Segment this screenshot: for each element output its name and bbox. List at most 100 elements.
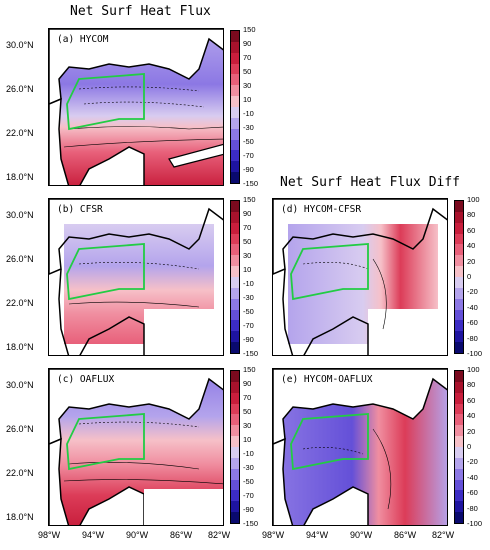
colorbar-segment	[455, 403, 463, 415]
colorbar-segment	[231, 479, 239, 491]
colorbar-segment	[231, 414, 239, 426]
land-yucatan	[303, 486, 369, 525]
colorbar-tick-label: -50	[243, 477, 254, 486]
colorbar-tick-label: 10	[243, 95, 252, 104]
land-west	[49, 437, 70, 525]
colorbar-tick-label: 150	[243, 365, 256, 374]
colorbar-segment	[231, 501, 239, 513]
box-outline	[290, 413, 369, 471]
colorbar-tick-label: 90	[243, 379, 252, 388]
colorbar-tick-label: -90	[243, 165, 254, 174]
panel-a: (a) HYCOM	[48, 28, 224, 186]
colorbar-tick-label: 150	[243, 195, 256, 204]
colorbar-segment	[455, 331, 463, 343]
colorbar-segment	[231, 128, 239, 140]
colorbar-segment	[231, 85, 239, 97]
colorbar-segment	[455, 501, 463, 513]
lat-label: 30.0°N	[6, 40, 34, 50]
colorbar-segment	[455, 201, 463, 212]
colorbar-segment	[231, 139, 239, 151]
colorbar-tick-label: -50	[243, 137, 254, 146]
colorbar-segment	[231, 403, 239, 415]
colorbar-tick-label: 60	[467, 225, 476, 235]
lat-label: 30.0°N	[6, 210, 34, 220]
colorbar-segment	[455, 287, 463, 299]
colorbar-tick-label: -70	[243, 491, 254, 500]
colorbar-tick-label: -80	[467, 503, 478, 513]
colorbar-tick-label: -60	[467, 318, 478, 328]
colorbar-tick-label: -70	[243, 321, 254, 330]
panel-d-label: (d) HYCOM-CFSR	[279, 204, 364, 215]
box-outline	[66, 73, 145, 131]
colorbar-segment	[455, 211, 463, 223]
colorbar-tick-label: 80	[467, 210, 476, 220]
colorbar-segment	[455, 381, 463, 393]
colorbar-tick-label: -30	[243, 293, 254, 302]
colorbar-segment	[231, 74, 239, 86]
colorbar-tick-label: 20	[467, 256, 476, 266]
colorbar-tick-label: -30	[243, 123, 254, 132]
colorbar-segment	[231, 277, 239, 288]
lat-label: 30.0°N	[6, 380, 34, 390]
colorbar-tick-label: -80	[467, 333, 478, 343]
colorbar-segment	[455, 233, 463, 245]
panel-b-map	[49, 199, 223, 355]
land-west	[49, 97, 70, 185]
land-west	[273, 437, 294, 525]
colorbar-segment	[231, 107, 239, 118]
colorbar-tick-label: 20	[467, 426, 476, 436]
colorbar-segment	[231, 31, 239, 42]
panel-b: (b) CFSR	[48, 198, 224, 356]
colorbar-tick-label: 80	[467, 380, 476, 390]
colorbar-tick-label: -40	[467, 472, 478, 482]
colorbar-tick-label: -150	[243, 349, 259, 358]
colorbar-tick-label: -20	[467, 287, 478, 297]
colorbar-tick-label: -50	[243, 307, 254, 316]
land-cuba	[168, 143, 223, 168]
colorbar-tick-label: 50	[243, 407, 252, 416]
colorbar-segment	[455, 414, 463, 426]
colorbar-tick-label: 0	[467, 442, 472, 451]
colorbar-tick-label: -10	[243, 109, 254, 118]
colorbar-segment	[231, 468, 239, 480]
colorbar-segment	[231, 233, 239, 245]
land-yucatan	[79, 316, 145, 355]
colorbar-tick-label: 50	[243, 67, 252, 76]
panel-c-map	[49, 369, 223, 525]
colorbar-segment	[231, 436, 239, 448]
colorbar-segment	[231, 255, 239, 267]
colorbar-segment	[231, 211, 239, 223]
colorbar-segment	[455, 255, 463, 267]
colorbar-d	[454, 200, 464, 354]
lon-label: 98°W	[262, 530, 285, 540]
land-north	[49, 199, 223, 275]
colorbar-segment	[231, 172, 239, 184]
colorbar-segment	[455, 342, 463, 354]
colorbar-tick-label: 0	[467, 272, 472, 281]
colorbar-segment	[455, 298, 463, 310]
lon-label: 90°W	[126, 530, 149, 540]
colorbar-segment	[455, 371, 463, 382]
lat-label: 22.0°N	[6, 128, 34, 138]
colorbar-tick-label: 100	[467, 195, 480, 204]
colorbar-tick-label: -100	[467, 519, 483, 528]
panel-b-label: (b) CFSR	[55, 204, 105, 215]
colorbar-tick-label: 70	[243, 393, 252, 402]
colorbar-tick-label: 150	[243, 25, 256, 34]
lat-label: 26.0°N	[6, 424, 34, 434]
left-title: Net Surf Heat Flux	[70, 4, 211, 19]
colorbar-tick-label: -10	[243, 279, 254, 288]
lon-label: 86°W	[170, 530, 193, 540]
land-north	[49, 369, 223, 445]
colorbar-tick-label: 90	[243, 39, 252, 48]
colorbar-c	[230, 370, 240, 524]
panel-d-map	[273, 199, 447, 355]
panel-e: (e) HYCOM-OAFLUX	[272, 368, 448, 526]
colorbar-segment	[231, 150, 239, 162]
land-north	[273, 199, 447, 275]
panel-d: (d) HYCOM-CFSR	[272, 198, 448, 356]
colorbar-tick-label: -10	[243, 449, 254, 458]
box-outline	[66, 413, 145, 471]
colorbar-segment	[455, 266, 463, 278]
colorbar-tick-label: 90	[243, 209, 252, 218]
